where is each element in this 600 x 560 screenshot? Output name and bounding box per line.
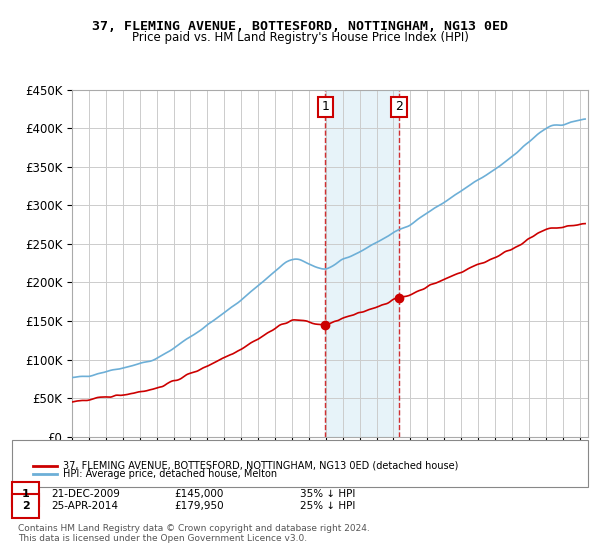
Text: HPI: Average price, detached house, Melton: HPI: Average price, detached house, Melt… <box>63 469 277 479</box>
Text: 37, FLEMING AVENUE, BOTTESFORD, NOTTINGHAM, NG13 0ED: 37, FLEMING AVENUE, BOTTESFORD, NOTTINGH… <box>92 20 508 32</box>
Text: 25-APR-2014: 25-APR-2014 <box>51 501 118 511</box>
Text: 2: 2 <box>395 100 403 114</box>
Text: 1: 1 <box>322 100 329 114</box>
Text: £145,000: £145,000 <box>174 489 223 499</box>
Text: 2: 2 <box>22 501 29 511</box>
Text: 25% ↓ HPI: 25% ↓ HPI <box>300 501 355 511</box>
Text: 35% ↓ HPI: 35% ↓ HPI <box>300 489 355 499</box>
Bar <box>325 90 399 437</box>
Text: £179,950: £179,950 <box>174 501 224 511</box>
Text: 37, FLEMING AVENUE, BOTTESFORD, NOTTINGHAM, NG13 0ED (detached house): 37, FLEMING AVENUE, BOTTESFORD, NOTTINGH… <box>63 461 458 471</box>
Text: Contains HM Land Registry data © Crown copyright and database right 2024.
This d: Contains HM Land Registry data © Crown c… <box>18 524 370 543</box>
Text: 21-DEC-2009: 21-DEC-2009 <box>51 489 120 499</box>
Text: 1: 1 <box>22 489 29 499</box>
Text: Price paid vs. HM Land Registry's House Price Index (HPI): Price paid vs. HM Land Registry's House … <box>131 31 469 44</box>
